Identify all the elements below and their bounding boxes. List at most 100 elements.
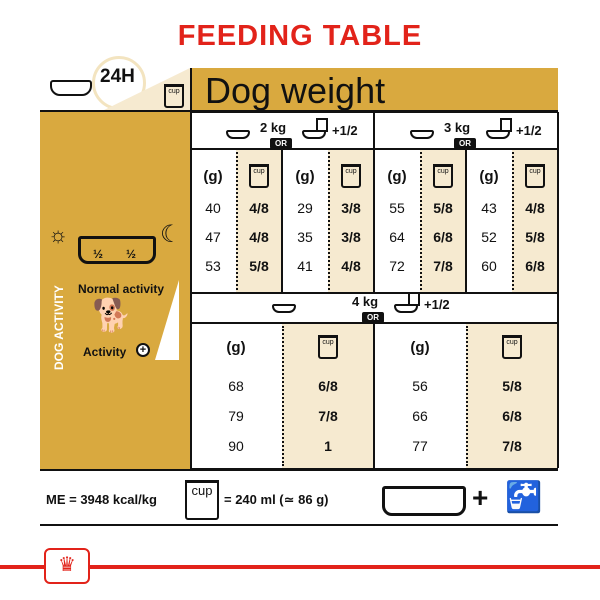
cup-icon: cup	[525, 164, 545, 188]
cup-column	[236, 150, 282, 292]
cup-value: 4/8	[249, 229, 269, 245]
mixed-bowl-icon	[302, 130, 326, 139]
dotted-divider	[512, 152, 514, 290]
mixed-label: +1/2	[516, 123, 542, 138]
grams-value: 72	[389, 258, 405, 274]
cup-icon: cup	[433, 164, 453, 188]
cup-icon: cup	[502, 335, 522, 359]
cup-value: 5/8	[249, 258, 269, 274]
grams-header: (g)	[226, 339, 246, 356]
grams-value: 77	[412, 438, 428, 454]
or-badge: OR	[362, 312, 384, 323]
grams-header: (g)	[203, 168, 223, 185]
or-badge: OR	[454, 138, 476, 149]
weight-label: 4 kg	[352, 294, 379, 309]
cup-column	[466, 324, 558, 468]
cup-value: 6/8	[318, 378, 338, 394]
weight-header-title: Dog weight	[205, 70, 386, 111]
block-divider	[373, 112, 375, 292]
sun-icon: ☼	[48, 222, 69, 247]
or-badge: OR	[270, 138, 292, 149]
grams-value: 60	[481, 258, 497, 274]
half-right: ½	[126, 247, 137, 261]
grams-value: 43	[481, 200, 497, 216]
divider	[40, 469, 558, 471]
grams-value: 40	[205, 200, 221, 216]
divider	[190, 468, 558, 470]
grams-value: 79	[228, 408, 244, 424]
divider	[40, 524, 558, 526]
divider	[190, 148, 374, 150]
block-divider	[557, 286, 559, 468]
food-bowl-icon	[382, 486, 466, 516]
page-title: FEEDING TABLE	[177, 20, 423, 52]
food-bowl-icon	[78, 236, 156, 264]
wet-food-pouch-icon	[500, 118, 512, 132]
grams-header: (g)	[479, 168, 499, 185]
cup-value: 1	[324, 438, 332, 454]
cup-column	[282, 324, 374, 468]
dotted-divider	[328, 152, 330, 290]
moon-icon: ☾	[160, 221, 182, 248]
wet-food-pouch-icon	[408, 292, 420, 306]
mixed-bowl-icon	[394, 304, 418, 313]
cup-icon: cup	[341, 164, 361, 188]
dotted-divider	[466, 326, 468, 466]
block-divider	[557, 112, 559, 292]
grams-value: 47	[205, 229, 221, 245]
cup-value: 7/8	[433, 258, 453, 274]
cup-icon: cup	[185, 480, 219, 520]
weight-label: 3 kg	[444, 120, 471, 135]
weight-header	[190, 68, 558, 112]
dog-activity-label: DOG ACTIVITY	[52, 285, 66, 370]
half-left: ½	[93, 247, 104, 261]
cup-value: 7/8	[502, 438, 522, 454]
cup-icon: cup	[164, 84, 184, 108]
cup-value: 6/8	[433, 229, 453, 245]
normal-activity-label: Normal activity	[78, 282, 165, 296]
dry-bowl-icon	[272, 304, 296, 313]
mixed-label: +1/2	[424, 297, 450, 312]
cup-column	[420, 150, 466, 292]
cup-value: 4/8	[341, 258, 361, 274]
cup-column	[328, 150, 374, 292]
dotted-divider	[236, 152, 238, 290]
mixed-label: +1/2	[332, 123, 358, 138]
grams-header: (g)	[387, 168, 407, 185]
cup-value: 5/8	[502, 378, 522, 394]
left-panel	[40, 112, 190, 470]
divider	[190, 322, 558, 324]
cup-value: 7/8	[318, 408, 338, 424]
cup-icon: cup	[318, 335, 338, 359]
grams-header: (g)	[410, 339, 430, 356]
cup-value: 3/8	[341, 200, 361, 216]
cup-value: 4/8	[249, 200, 269, 216]
dry-bowl-icon	[226, 130, 250, 139]
divider	[374, 292, 558, 294]
grams-value: 35	[297, 229, 313, 245]
cup-equivalence: = 240 ml (≃ 86 g)	[224, 492, 329, 507]
divider	[374, 148, 558, 150]
dotted-divider	[420, 152, 422, 290]
mixed-bowl-icon	[486, 130, 510, 139]
dotted-divider	[282, 326, 284, 466]
cup-value: 5/8	[525, 229, 545, 245]
column-divider	[281, 150, 283, 292]
grams-value: 90	[228, 438, 244, 454]
grams-value: 56	[412, 378, 428, 394]
dry-bowl-icon	[410, 130, 434, 139]
grams-value: 66	[412, 408, 428, 424]
weight-label: 2 kg	[260, 120, 287, 135]
period-label: 24H	[100, 66, 135, 87]
grams-value: 53	[205, 258, 221, 274]
cup-value: 4/8	[525, 200, 545, 216]
plus-icon: +	[136, 343, 150, 357]
cup-column	[512, 150, 558, 292]
water-tap-icon: 🚰	[505, 481, 543, 514]
grams-value: 64	[389, 229, 405, 245]
grams-value: 29	[297, 200, 313, 216]
cup-value: 5/8	[433, 200, 453, 216]
grams-value: 55	[389, 200, 405, 216]
food-bowl-icon	[50, 80, 92, 96]
grams-header: (g)	[295, 168, 315, 185]
